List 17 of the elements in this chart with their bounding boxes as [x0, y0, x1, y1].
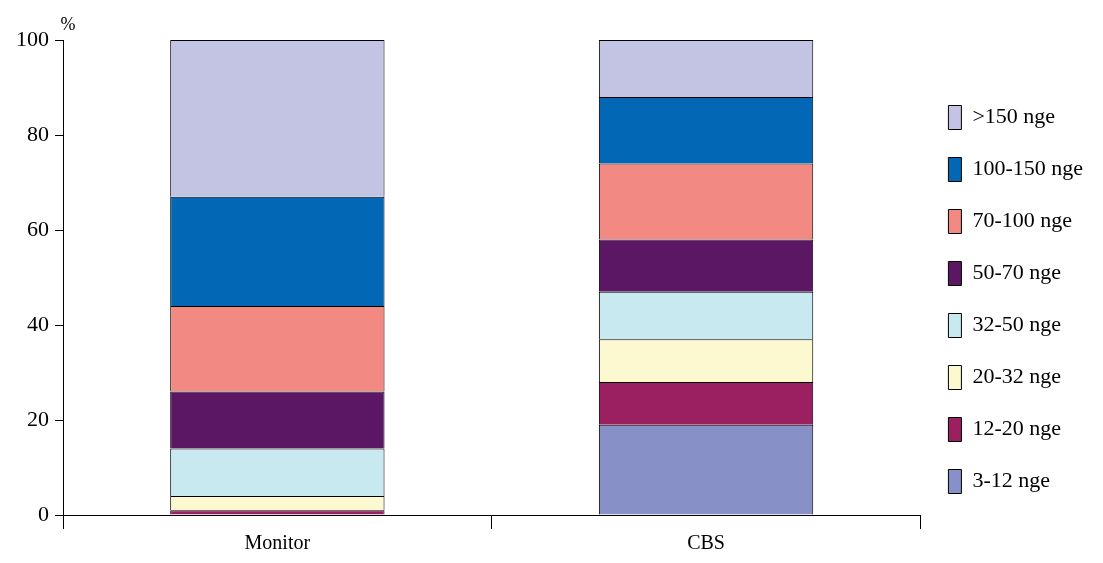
x-tick-label: CBS — [687, 531, 725, 554]
legend-label: 50-70 nge — [972, 259, 1061, 285]
legend-label: 32-50 nge — [972, 311, 1061, 337]
y-axis-title: % — [60, 13, 76, 34]
legend-label: >150 nge — [972, 103, 1056, 129]
y-tick-label: 60 — [27, 215, 49, 241]
y-tick-label: 0 — [38, 500, 49, 526]
legend-label: 20-32 nge — [972, 363, 1061, 389]
legend-label: 3-12 nge — [972, 467, 1050, 493]
y-tick-label: 100 — [16, 25, 49, 51]
y-tick-label: 80 — [27, 120, 49, 146]
legend-label: 100-150 nge — [972, 155, 1083, 181]
x-tick-label: Monitor — [244, 531, 311, 554]
legend-label: 70-100 nge — [972, 207, 1072, 233]
legend-label: 12-20 nge — [972, 415, 1061, 441]
y-tick-label: 20 — [27, 405, 49, 431]
y-tick-label: 40 — [27, 310, 49, 336]
